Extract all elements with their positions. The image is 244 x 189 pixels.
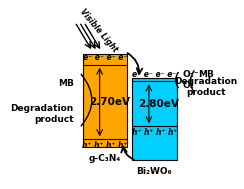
Text: 2.80eV: 2.80eV <box>138 99 179 109</box>
Text: e⁻ e⁻ e⁻ e⁻: e⁻ e⁻ e⁻ e⁻ <box>83 53 127 63</box>
Text: MB: MB <box>58 79 74 88</box>
Text: h⁺ h⁺ h⁺ h⁺: h⁺ h⁺ h⁺ h⁺ <box>82 141 128 150</box>
Bar <box>83 53 127 147</box>
Text: Bi₂WO₆: Bi₂WO₆ <box>136 167 172 176</box>
Bar <box>132 78 177 160</box>
Text: Degradation
product: Degradation product <box>10 104 74 124</box>
Text: O₂: O₂ <box>182 81 194 90</box>
Text: 2.70eV: 2.70eV <box>89 97 130 107</box>
Text: Degradation
product: Degradation product <box>174 77 237 97</box>
Text: Visible Light: Visible Light <box>78 7 119 54</box>
Text: e⁻ e⁻ e⁻ e⁻: e⁻ e⁻ e⁻ e⁻ <box>132 70 176 79</box>
Text: h⁺ h⁺ h⁺ h⁺: h⁺ h⁺ h⁺ h⁺ <box>132 128 177 137</box>
Text: MB: MB <box>198 70 214 78</box>
Text: O₂⁻: O₂⁻ <box>182 70 199 79</box>
Text: g-C₃N₄: g-C₃N₄ <box>89 154 121 163</box>
